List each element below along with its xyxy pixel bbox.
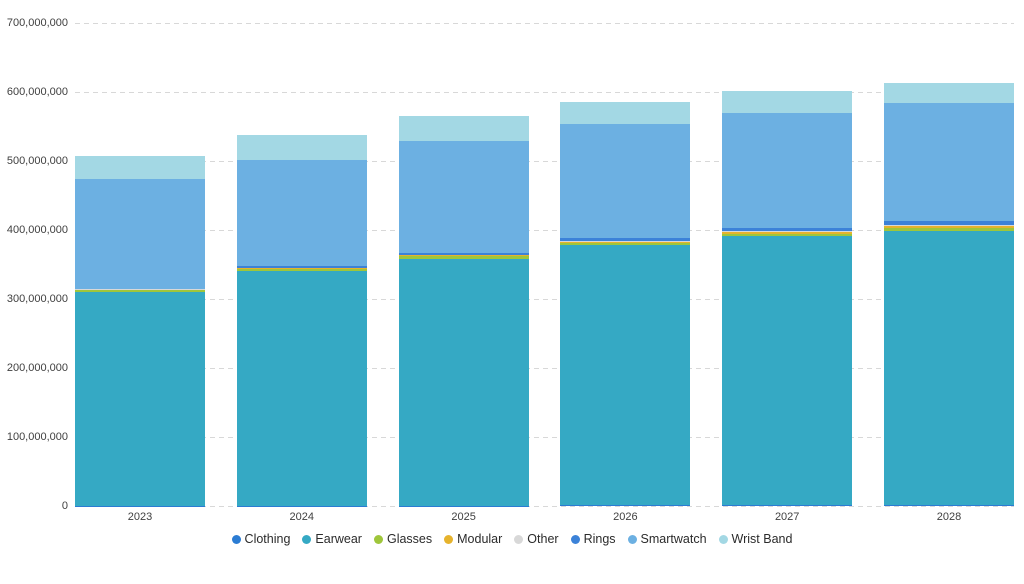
x-axis-tick-label: 2025 [451,511,476,523]
legend-label: Earwear [315,532,362,546]
bar-segment-glasses[interactable] [236,269,367,271]
y-gridline [75,161,1014,162]
bar-segment-wrist-band[interactable] [398,115,529,141]
bar-segment-smartwatch[interactable] [236,159,367,267]
bar-segment-rings[interactable] [722,227,853,232]
bar-segment-smartwatch[interactable] [75,178,205,289]
x-axis-tick-label: 2027 [774,511,800,523]
bar-segment-glasses[interactable] [560,243,691,246]
bar-segment-smartwatch[interactable] [722,112,853,228]
y-axis-tick-label: 0 [61,500,68,512]
bar-segment-other[interactable] [884,224,1014,226]
bar-segment-modular[interactable] [722,231,853,234]
bar-segment-other[interactable] [722,231,853,232]
bar-segment-modular[interactable] [398,255,529,257]
legend-item-wrist-band[interactable]: Wrist Band [718,532,793,546]
legend-label: Glasses [386,532,433,546]
bar-segment-smartwatch[interactable] [398,140,529,253]
legend-item-earwear[interactable]: Earwear [302,532,362,546]
legend-label: Smartwatch [640,532,707,546]
bar-segment-modular[interactable] [884,225,1014,228]
bar-segment-earwear[interactable] [560,245,691,506]
bar-segment-glasses[interactable] [884,227,1014,231]
bar-segment-clothing[interactable] [722,505,853,506]
bar-segment-clothing[interactable] [560,505,691,506]
legend-label: Other [527,532,559,546]
bar-2024 [236,135,367,506]
legend-item-modular[interactable]: Modular [444,532,502,546]
y-gridline [75,506,1014,507]
legend-dot-icon [627,534,637,544]
bar-segment-wrist-band[interactable] [75,156,205,179]
legend-label: Rings [583,532,616,546]
bar-segment-modular[interactable] [75,289,205,291]
bar-segment-earwear[interactable] [75,291,205,506]
bar-segment-rings[interactable] [75,288,205,290]
y-axis-tick-label: 600,000,000 [6,86,68,98]
bar-segment-earwear[interactable] [398,258,529,506]
legend-item-clothing[interactable]: Clothing [231,532,291,546]
legend-dot-icon [231,534,241,544]
bar-segment-wrist-band[interactable] [560,101,691,125]
legend-item-other[interactable]: Other [514,532,559,546]
y-gridline [75,230,1014,231]
bar-segment-modular[interactable] [236,268,367,270]
y-axis-tick-label: 200,000,000 [6,362,68,374]
y-gridline [75,299,1014,300]
x-axis-tick-label: 2028 [936,511,962,523]
y-gridline [75,23,1014,24]
legend-dot-icon [514,534,524,544]
legend-dot-icon [718,534,728,544]
y-axis-tick-label: 100,000,000 [6,431,68,443]
bar-segment-wrist-band[interactable] [236,135,367,160]
bar-2025 [398,115,529,506]
bar-segment-wrist-band[interactable] [722,91,853,113]
bar-segment-smartwatch[interactable] [884,103,1014,221]
bar-segment-rings[interactable] [398,252,529,255]
bar-segment-rings[interactable] [236,266,367,268]
bar-segment-rings[interactable] [884,220,1014,225]
y-axis-tick-label: 400,000,000 [6,224,68,236]
y-axis-tick-label: 700,000,000 [6,17,68,29]
y-axis-tick-label: 300,000,000 [6,293,68,305]
bar-segment-earwear[interactable] [236,271,367,506]
y-gridline [75,368,1014,369]
y-axis-tick-label: 500,000,000 [6,155,68,167]
legend-dot-icon [444,534,454,544]
legend-label: Wrist Band [731,532,793,546]
bar-segment-modular[interactable] [560,241,691,244]
bar-segment-smartwatch[interactable] [560,124,691,239]
legend-label: Modular [457,532,503,546]
bar-2028 [884,82,1014,506]
bar-segment-glasses[interactable] [75,290,205,292]
y-gridline [75,437,1014,438]
bar-segment-earwear[interactable] [884,230,1014,506]
bar-2026 [560,101,691,506]
bar-segment-other[interactable] [560,241,691,242]
bar-segment-earwear[interactable] [722,236,853,506]
legend-item-smartwatch[interactable]: Smartwatch [627,532,707,546]
bar-2027 [722,91,853,506]
x-axis-tick-label: 2023 [127,511,153,523]
chart-legend: Clothing Earwear Glasses Modular Other Rings S… [0,532,1024,546]
bar-segment-rings[interactable] [560,238,691,241]
legend-dot-icon [302,534,312,544]
bar-2023 [75,156,205,506]
legend-dot-icon [373,534,383,544]
bar-segment-glasses[interactable] [722,233,853,237]
bar-segment-clothing[interactable] [884,505,1014,506]
y-gridline [75,92,1014,93]
legend-item-glasses[interactable]: Glasses [373,532,433,546]
bar-segment-wrist-band[interactable] [884,82,1014,104]
legend-dot-icon [570,534,580,544]
x-axis-tick-label: 2024 [289,511,315,523]
x-axis-tick-label: 2026 [613,511,638,523]
bar-segment-glasses[interactable] [398,256,529,259]
legend-item-rings[interactable]: Rings [570,532,616,546]
legend-label: Clothing [244,532,291,546]
